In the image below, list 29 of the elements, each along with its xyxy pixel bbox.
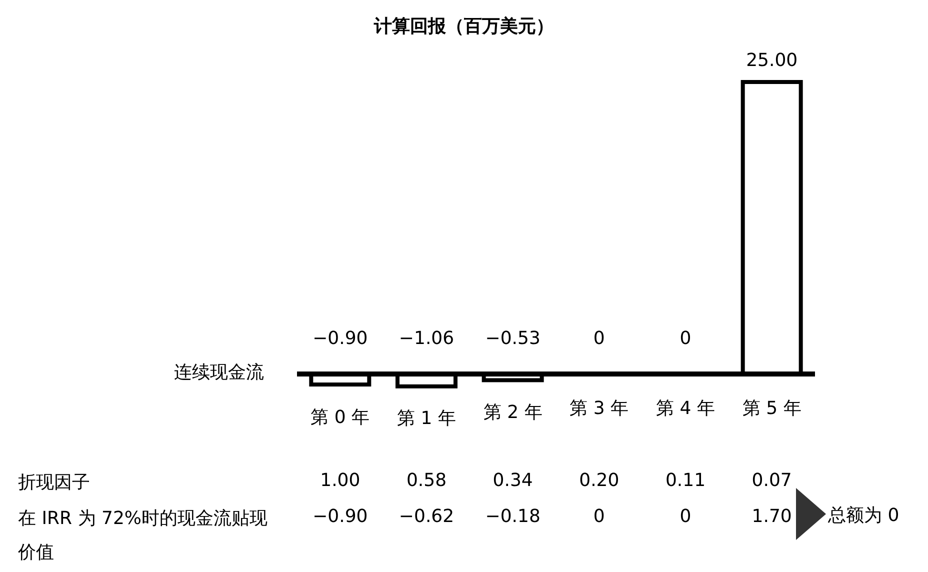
text: 总额为 0 [828, 504, 900, 527]
x-tick-label: 第 1 年 [397, 407, 456, 430]
x-tick-label: 第 0 年 [310, 406, 370, 428]
data-label: −1.06 [398, 328, 454, 349]
text: −0.90 [312, 506, 368, 527]
x-tick-label: 第 4 年 [656, 397, 715, 420]
data-label: 25.00 [746, 50, 798, 71]
x-tick-label: 第 2 年 [483, 401, 542, 424]
text: 1.70 [752, 506, 792, 527]
text: 在 IRR 为 72%时的现金流贴现价值 [18, 507, 268, 565]
text: 0.20 [579, 470, 620, 491]
chart-title: 计算回报（百万美元） [374, 15, 554, 38]
x-tick-label: 第 3 年 [570, 397, 629, 420]
text: 0 [680, 506, 692, 527]
text: 0.34 [492, 470, 533, 491]
text: 0.58 [406, 470, 447, 491]
data-label: −0.90 [312, 328, 368, 349]
x-tick-label: 第 5 年 [742, 397, 802, 420]
text: −0.18 [485, 506, 540, 527]
data-label: −0.53 [485, 328, 540, 349]
text: 连续现金流 [174, 361, 264, 384]
text: 1.00 [320, 470, 360, 491]
text: 0.11 [665, 470, 706, 491]
text: 0.07 [752, 470, 792, 491]
text: 0 [593, 506, 605, 527]
text: −0.62 [398, 506, 454, 527]
text: 折现因子 [18, 471, 91, 495]
data-label: 0 [593, 328, 605, 349]
data-label: 0 [680, 328, 692, 349]
